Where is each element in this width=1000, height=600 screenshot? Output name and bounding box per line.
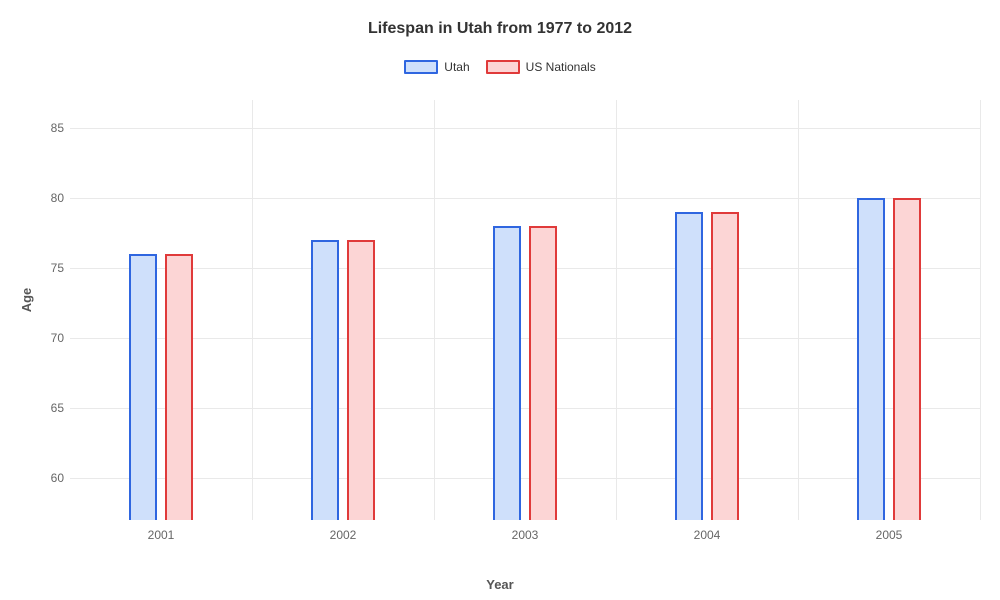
bar-utah[interactable]: [129, 254, 157, 520]
chart-container: Lifespan in Utah from 1977 to 2012 UtahU…: [0, 0, 1000, 600]
gridline: [70, 408, 980, 409]
y-tick-label: 65: [24, 401, 64, 415]
chart-legend: Utah US Nationals: [0, 60, 1000, 74]
y-axis-label: Age: [19, 288, 34, 313]
y-tick-label: 60: [24, 471, 64, 485]
plot-area: 60657075808520012002200320042005: [70, 100, 980, 520]
y-tick-label: 80: [24, 191, 64, 205]
gridline: [70, 198, 980, 199]
gridline: [70, 128, 980, 129]
x-tick-label: 2003: [512, 528, 539, 542]
bar-us-nationals[interactable]: [529, 226, 557, 520]
gridline: [70, 478, 980, 479]
x-tick-label: 2004: [694, 528, 721, 542]
legend-item-1[interactable]: US Nationals: [486, 60, 596, 74]
y-tick-label: 70: [24, 331, 64, 345]
bar-utah[interactable]: [857, 198, 885, 520]
gridline-vertical: [798, 100, 799, 520]
legend-item-0[interactable]: Utah: [404, 60, 469, 74]
bar-utah[interactable]: [311, 240, 339, 520]
legend-swatch: [486, 60, 520, 74]
gridline-vertical: [980, 100, 981, 520]
x-axis-label: Year: [0, 577, 1000, 592]
legend-label: US Nationals: [526, 60, 596, 74]
bar-us-nationals[interactable]: [165, 254, 193, 520]
gridline: [70, 338, 980, 339]
legend-swatch: [404, 60, 438, 74]
y-tick-label: 85: [24, 121, 64, 135]
gridline-vertical: [252, 100, 253, 520]
bar-us-nationals[interactable]: [347, 240, 375, 520]
y-tick-label: 75: [24, 261, 64, 275]
gridline: [70, 268, 980, 269]
x-tick-label: 2002: [330, 528, 357, 542]
x-tick-label: 2001: [148, 528, 175, 542]
gridline-vertical: [434, 100, 435, 520]
bar-utah[interactable]: [675, 212, 703, 520]
gridline-vertical: [616, 100, 617, 520]
legend-label: Utah: [444, 60, 469, 74]
bar-us-nationals[interactable]: [711, 212, 739, 520]
bar-us-nationals[interactable]: [893, 198, 921, 520]
chart-title: Lifespan in Utah from 1977 to 2012: [0, 20, 1000, 38]
x-tick-label: 2005: [876, 528, 903, 542]
bar-utah[interactable]: [493, 226, 521, 520]
